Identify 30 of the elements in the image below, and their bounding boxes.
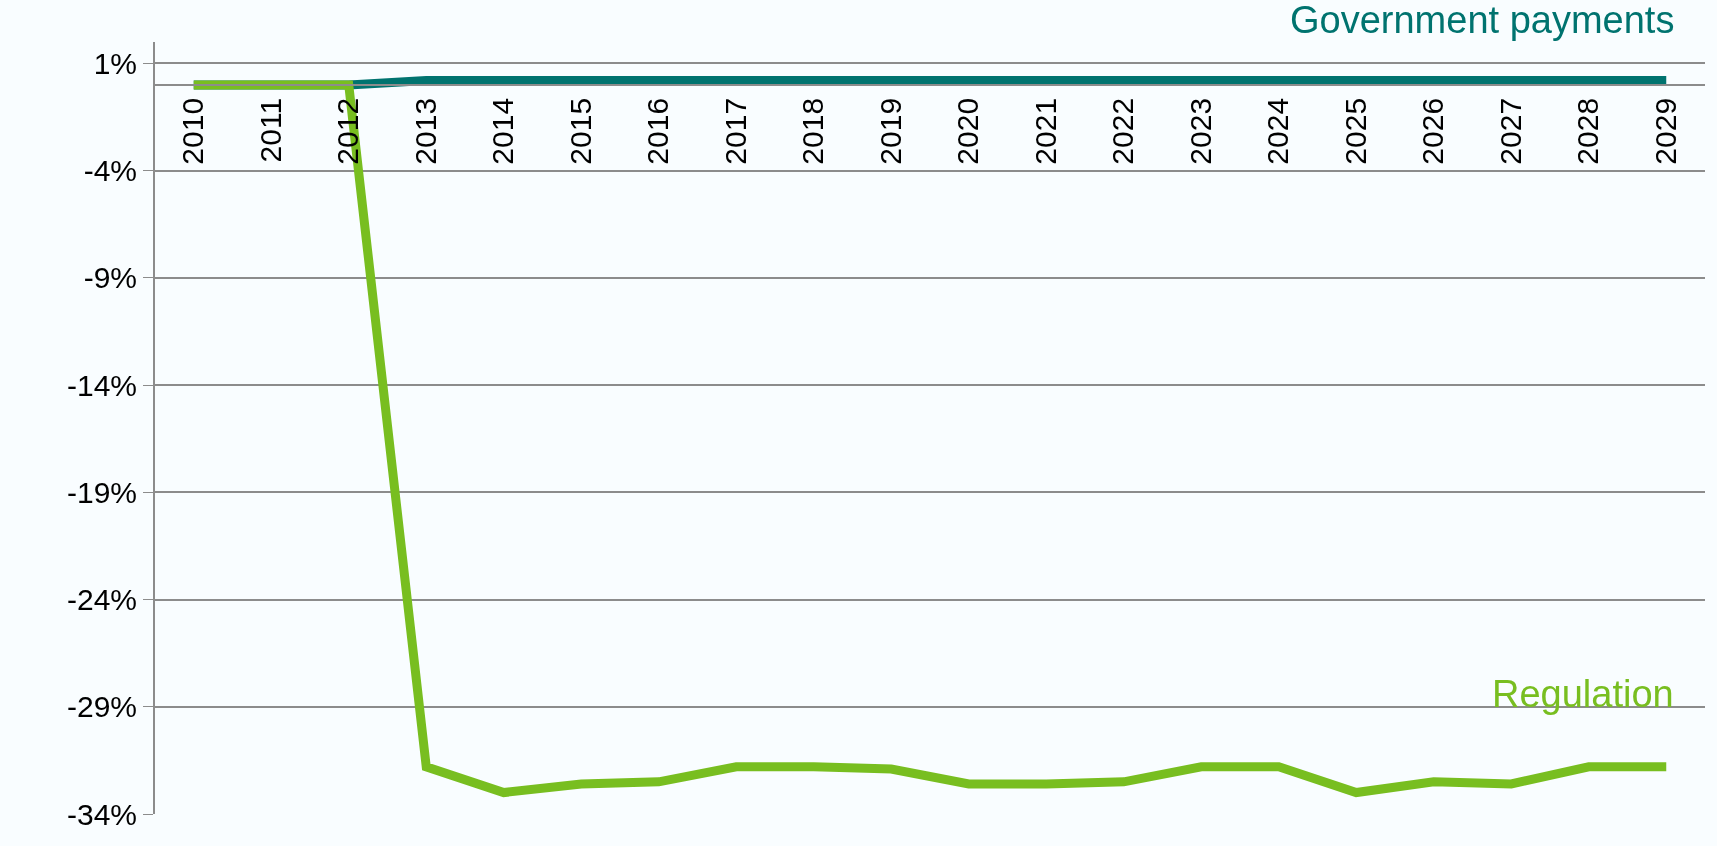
- x-tick-label: 2025: [1339, 97, 1372, 165]
- y-tick-label: -9%: [83, 261, 137, 295]
- x-tick-label: 2019: [874, 97, 907, 165]
- x-tick-label: 2015: [564, 97, 597, 165]
- y-tick-label: 1%: [93, 46, 137, 80]
- x-tick-label: 2012: [331, 97, 365, 165]
- y-tick-label: -4%: [83, 154, 137, 188]
- y-tick-label: -29%: [66, 690, 137, 724]
- x-tick-label: 2011: [254, 97, 287, 163]
- x-tick-label: 2029: [1649, 97, 1682, 165]
- x-tick-label: 2028: [1571, 97, 1605, 165]
- x-tick-label: 2018: [796, 97, 830, 165]
- x-tick-label: 2022: [1106, 97, 1140, 165]
- x-tick-label: 2026: [1416, 97, 1450, 165]
- y-tick-label: -19%: [66, 475, 137, 509]
- x-tick-label: 2014: [486, 97, 520, 165]
- x-tick-label: 2010: [176, 97, 210, 165]
- series-label: Regulation: [1492, 673, 1674, 715]
- x-tick-label: 2020: [951, 97, 985, 165]
- x-tick-label: 2013: [409, 97, 442, 165]
- y-tick-label: -34%: [66, 797, 137, 831]
- x-tick-label: 2017: [719, 97, 752, 165]
- x-tick-label: 2021: [1029, 97, 1062, 165]
- x-tick-label: 2027: [1494, 97, 1527, 165]
- series-label: Government payments: [1290, 0, 1675, 41]
- y-tick-label: -14%: [66, 368, 137, 402]
- x-tick-label: 2024: [1261, 97, 1295, 165]
- x-tick-label: 2016: [641, 97, 675, 165]
- y-tick-label: -24%: [66, 583, 137, 617]
- x-tick-label: 2023: [1184, 97, 1217, 165]
